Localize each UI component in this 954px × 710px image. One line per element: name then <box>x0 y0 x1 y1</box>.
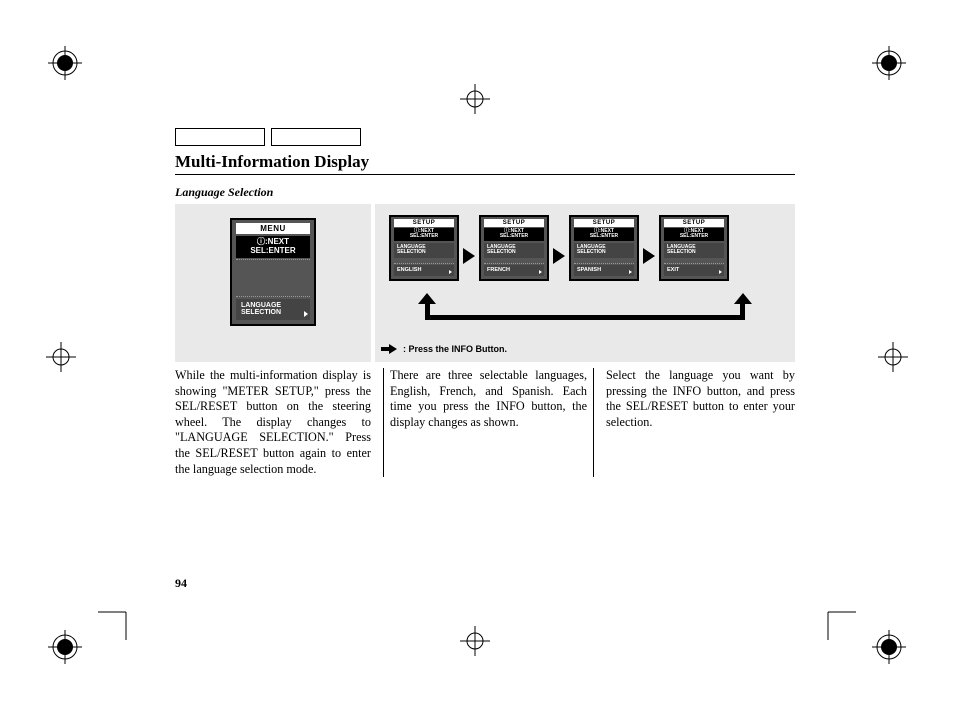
setup-title: SETUP <box>484 219 544 227</box>
menu-gap <box>236 259 310 297</box>
setup-title: SETUP <box>664 219 724 227</box>
crosshair-icon <box>46 342 76 372</box>
setup-divider <box>574 259 634 264</box>
page-number: 94 <box>175 576 187 591</box>
legend-text: : Press the INFO Button. <box>403 344 507 354</box>
page-title: Multi-Information Display <box>175 148 795 174</box>
arrow-right-icon <box>389 344 397 354</box>
menu-selection: LANGUAGE SELECTION <box>236 299 310 320</box>
page-content: Multi-Information Display Language Selec… <box>175 128 795 477</box>
setup-option: EXIT <box>664 265 724 276</box>
menu-screen: MENU ⓘ:NEXT SEL:ENTER LANGUAGE SELECTION <box>230 218 316 326</box>
setup-lang: LANGUAGESELECTION <box>664 243 724 258</box>
setup-option: FRENCH <box>484 265 544 276</box>
menu-sel-line: SELECTION <box>241 309 281 316</box>
registration-rosette-icon <box>872 630 906 664</box>
header-tabs <box>175 128 795 146</box>
triangle-right-icon <box>719 270 722 274</box>
figure-row: MENU ⓘ:NEXT SEL:ENTER LANGUAGE SELECTION… <box>175 204 795 362</box>
setup-info: ⓘ:NEXTSEL:ENTER <box>484 228 544 241</box>
setup-lang: LANGUAGESELECTION <box>394 243 454 258</box>
triangle-right-icon <box>629 270 632 274</box>
registration-rosette-icon <box>48 46 82 80</box>
column-3: Select the language you want by pressing… <box>600 368 795 477</box>
setup-divider <box>394 259 454 264</box>
setup-option: SPANISH <box>574 265 634 276</box>
crop-mark-icon <box>816 600 856 640</box>
crosshair-icon <box>878 342 908 372</box>
arrow-right-icon <box>643 248 655 264</box>
setup-title: SETUP <box>394 219 454 227</box>
setup-screen: SETUP ⓘ:NEXTSEL:ENTER LANGUAGESELECTION … <box>659 215 729 281</box>
triangle-right-icon <box>304 311 308 317</box>
column-2: There are three selectable languages, En… <box>383 368 594 477</box>
setup-title: SETUP <box>574 219 634 227</box>
crop-mark-icon <box>98 600 138 640</box>
menu-info-line: SEL:ENTER <box>250 246 295 255</box>
setup-divider <box>664 259 724 264</box>
small-screens-row: SETUP ⓘ:NEXTSEL:ENTER LANGUAGESELECTION … <box>389 215 785 281</box>
text-columns: While the multi-information display is s… <box>175 368 795 477</box>
menu-sel-line: LANGUAGE <box>241 302 281 309</box>
header-tab <box>175 128 265 146</box>
legend: : Press the INFO Button. <box>389 344 507 354</box>
column-1: While the multi-information display is s… <box>175 368 377 477</box>
triangle-right-icon <box>449 270 452 274</box>
setup-screen: SETUP ⓘ:NEXTSEL:ENTER LANGUAGESELECTION … <box>389 215 459 281</box>
registration-rosette-icon <box>48 630 82 664</box>
triangle-right-icon <box>539 270 542 274</box>
menu-info: ⓘ:NEXT SEL:ENTER <box>236 236 310 258</box>
section-subhead: Language Selection <box>175 185 795 200</box>
setup-info: ⓘ:NEXTSEL:ENTER <box>394 228 454 241</box>
setup-info: ⓘ:NEXTSEL:ENTER <box>664 228 724 241</box>
title-rule <box>175 174 795 175</box>
setup-screen: SETUP ⓘ:NEXTSEL:ENTER LANGUAGESELECTION … <box>569 215 639 281</box>
setup-screen: SETUP ⓘ:NEXTSEL:ENTER LANGUAGESELECTION … <box>479 215 549 281</box>
menu-info-line: ⓘ:NEXT <box>257 237 289 246</box>
loop-arrow <box>405 292 765 330</box>
registration-rosette-icon <box>872 46 906 80</box>
figure-right: SETUP ⓘ:NEXTSEL:ENTER LANGUAGESELECTION … <box>375 204 795 362</box>
arrow-right-icon <box>463 248 475 264</box>
header-tab <box>271 128 361 146</box>
setup-lang: LANGUAGESELECTION <box>574 243 634 258</box>
setup-option: ENGLISH <box>394 265 454 276</box>
figure-left: MENU ⓘ:NEXT SEL:ENTER LANGUAGE SELECTION <box>175 204 371 362</box>
crosshair-icon <box>460 626 490 656</box>
crosshair-icon <box>460 84 490 114</box>
setup-divider <box>484 259 544 264</box>
setup-info: ⓘ:NEXTSEL:ENTER <box>574 228 634 241</box>
setup-lang: LANGUAGESELECTION <box>484 243 544 258</box>
arrow-right-icon <box>553 248 565 264</box>
menu-title: MENU <box>236 223 310 234</box>
